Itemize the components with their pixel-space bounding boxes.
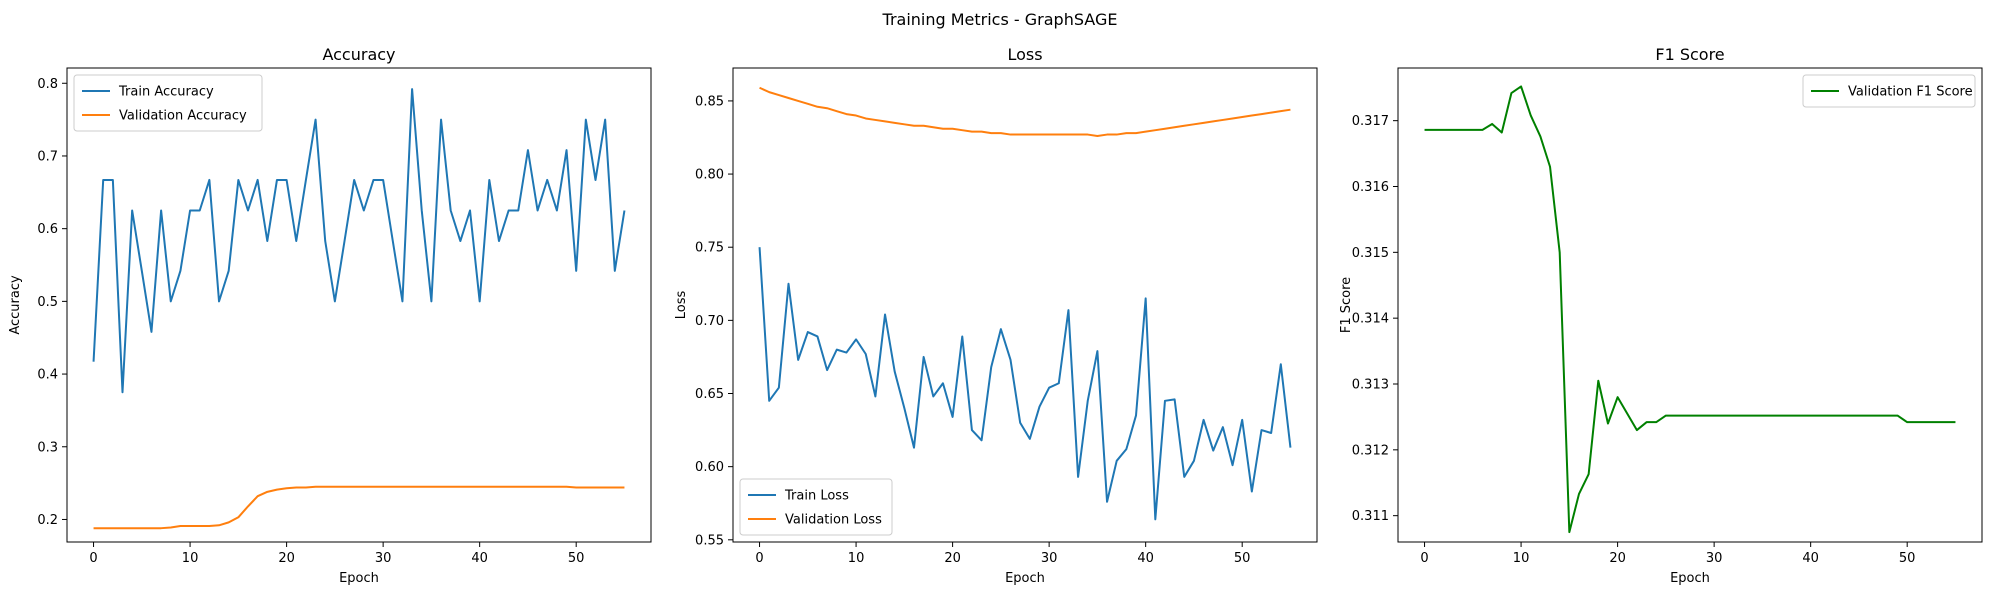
- plot-frame: [66, 67, 652, 543]
- x-tick-label: 20: [944, 551, 961, 566]
- y-tick-label: 0.70: [695, 314, 724, 329]
- x-axis-label: Epoch: [339, 571, 379, 586]
- chart-panel-2: 0 10 20 30 40 50 0.55 0.60 0.65 0.70 0.75 0.80 0.85 L…: [674, 45, 1318, 586]
- y-tick-label: 0.60: [695, 460, 724, 475]
- y-tick-label: 0.313: [1352, 378, 1389, 393]
- legend-box: [739, 478, 893, 536]
- y-tick-label: 0.311: [1352, 509, 1389, 524]
- plot-frame: [732, 67, 1318, 543]
- x-tick-label: 40: [1137, 551, 1154, 566]
- y-tick-label: 0.6: [37, 222, 58, 237]
- y-tick-label: 0.55: [695, 533, 724, 548]
- y-tick-label: 0.315: [1352, 246, 1389, 261]
- series-line-train-accuracy: [92, 88, 626, 394]
- x-tick-label: 30: [1706, 551, 1723, 566]
- legend-label: Train Loss: [784, 489, 849, 504]
- y-axis-label: Accuracy: [8, 275, 23, 335]
- y-tick-label: 0.8: [37, 77, 58, 92]
- series-line-validation-f1-score: [1424, 85, 1956, 534]
- x-tick-label: 20: [278, 551, 295, 566]
- chart-title: F1 Score: [1655, 45, 1724, 64]
- y-tick-label: 0.4: [37, 368, 58, 383]
- y-axis-label: F1 Score: [1339, 277, 1354, 333]
- legend-label: Train Accuracy: [118, 85, 214, 100]
- x-tick-label: 0: [89, 551, 97, 566]
- x-tick-label: 50: [1234, 551, 1251, 566]
- x-tick-label: 20: [1609, 551, 1626, 566]
- y-tick-label: 0.317: [1352, 114, 1389, 129]
- legend: Train Accuracy Validation Accuracy: [73, 74, 263, 132]
- chart-panel-1: 0 10 20 30 40 50 0.2 0.3 0.4 0.5 0.6 0.7 0.8 Accuracy…: [8, 45, 652, 586]
- x-tick-label: 0: [1420, 551, 1428, 566]
- y-tick-label: 0.3: [37, 440, 58, 455]
- legend-box: [1802, 74, 1976, 108]
- chart-panel-3: 0 10 20 30 40 50 0.311 0.312 0.313 0.314 0.315 0.31…: [1339, 45, 1983, 586]
- legend: Validation F1 Score: [1802, 74, 1976, 108]
- chart-title: Accuracy: [322, 45, 395, 64]
- x-tick-label: 10: [1513, 551, 1530, 566]
- x-tick-label: 0: [755, 551, 763, 566]
- legend-box: [73, 74, 263, 132]
- x-tick-label: 10: [848, 551, 865, 566]
- plot-frame: [1397, 67, 1983, 543]
- legend-label: Validation F1 Score: [1848, 85, 1973, 100]
- y-tick-label: 0.75: [695, 241, 724, 256]
- x-tick-label: 40: [471, 551, 488, 566]
- x-tick-label: 30: [1041, 551, 1058, 566]
- y-tick-label: 0.85: [695, 94, 724, 109]
- y-tick-label: 0.65: [695, 387, 724, 402]
- legend: Train Loss Validation Loss: [739, 478, 893, 536]
- x-tick-label: 50: [568, 551, 585, 566]
- legend-label: Validation Accuracy: [119, 109, 247, 124]
- series-line-validation-loss: [759, 86, 1291, 138]
- series-line-validation-accuracy: [93, 485, 625, 530]
- y-tick-label: 0.80: [695, 168, 724, 183]
- y-axis-label: Loss: [674, 291, 689, 320]
- y-tick-label: 0.312: [1352, 443, 1389, 458]
- x-axis-label: Epoch: [1670, 571, 1710, 586]
- y-tick-label: 0.2: [37, 513, 58, 528]
- x-tick-label: 40: [1802, 551, 1819, 566]
- x-tick-label: 50: [1899, 551, 1916, 566]
- x-tick-label: 10: [182, 551, 199, 566]
- x-axis-label: Epoch: [1005, 571, 1045, 586]
- series-line-train-loss: [758, 247, 1292, 521]
- chart-title: Loss: [1007, 45, 1042, 64]
- figure-suptitle: Training Metrics - GraphSAGE: [882, 10, 1118, 29]
- y-tick-label: 0.314: [1352, 312, 1389, 327]
- y-tick-label: 0.7: [37, 149, 58, 164]
- y-tick-label: 0.5: [37, 295, 58, 310]
- y-tick-label: 0.316: [1352, 180, 1389, 195]
- x-tick-label: 30: [375, 551, 392, 566]
- legend-label: Validation Loss: [785, 513, 882, 528]
